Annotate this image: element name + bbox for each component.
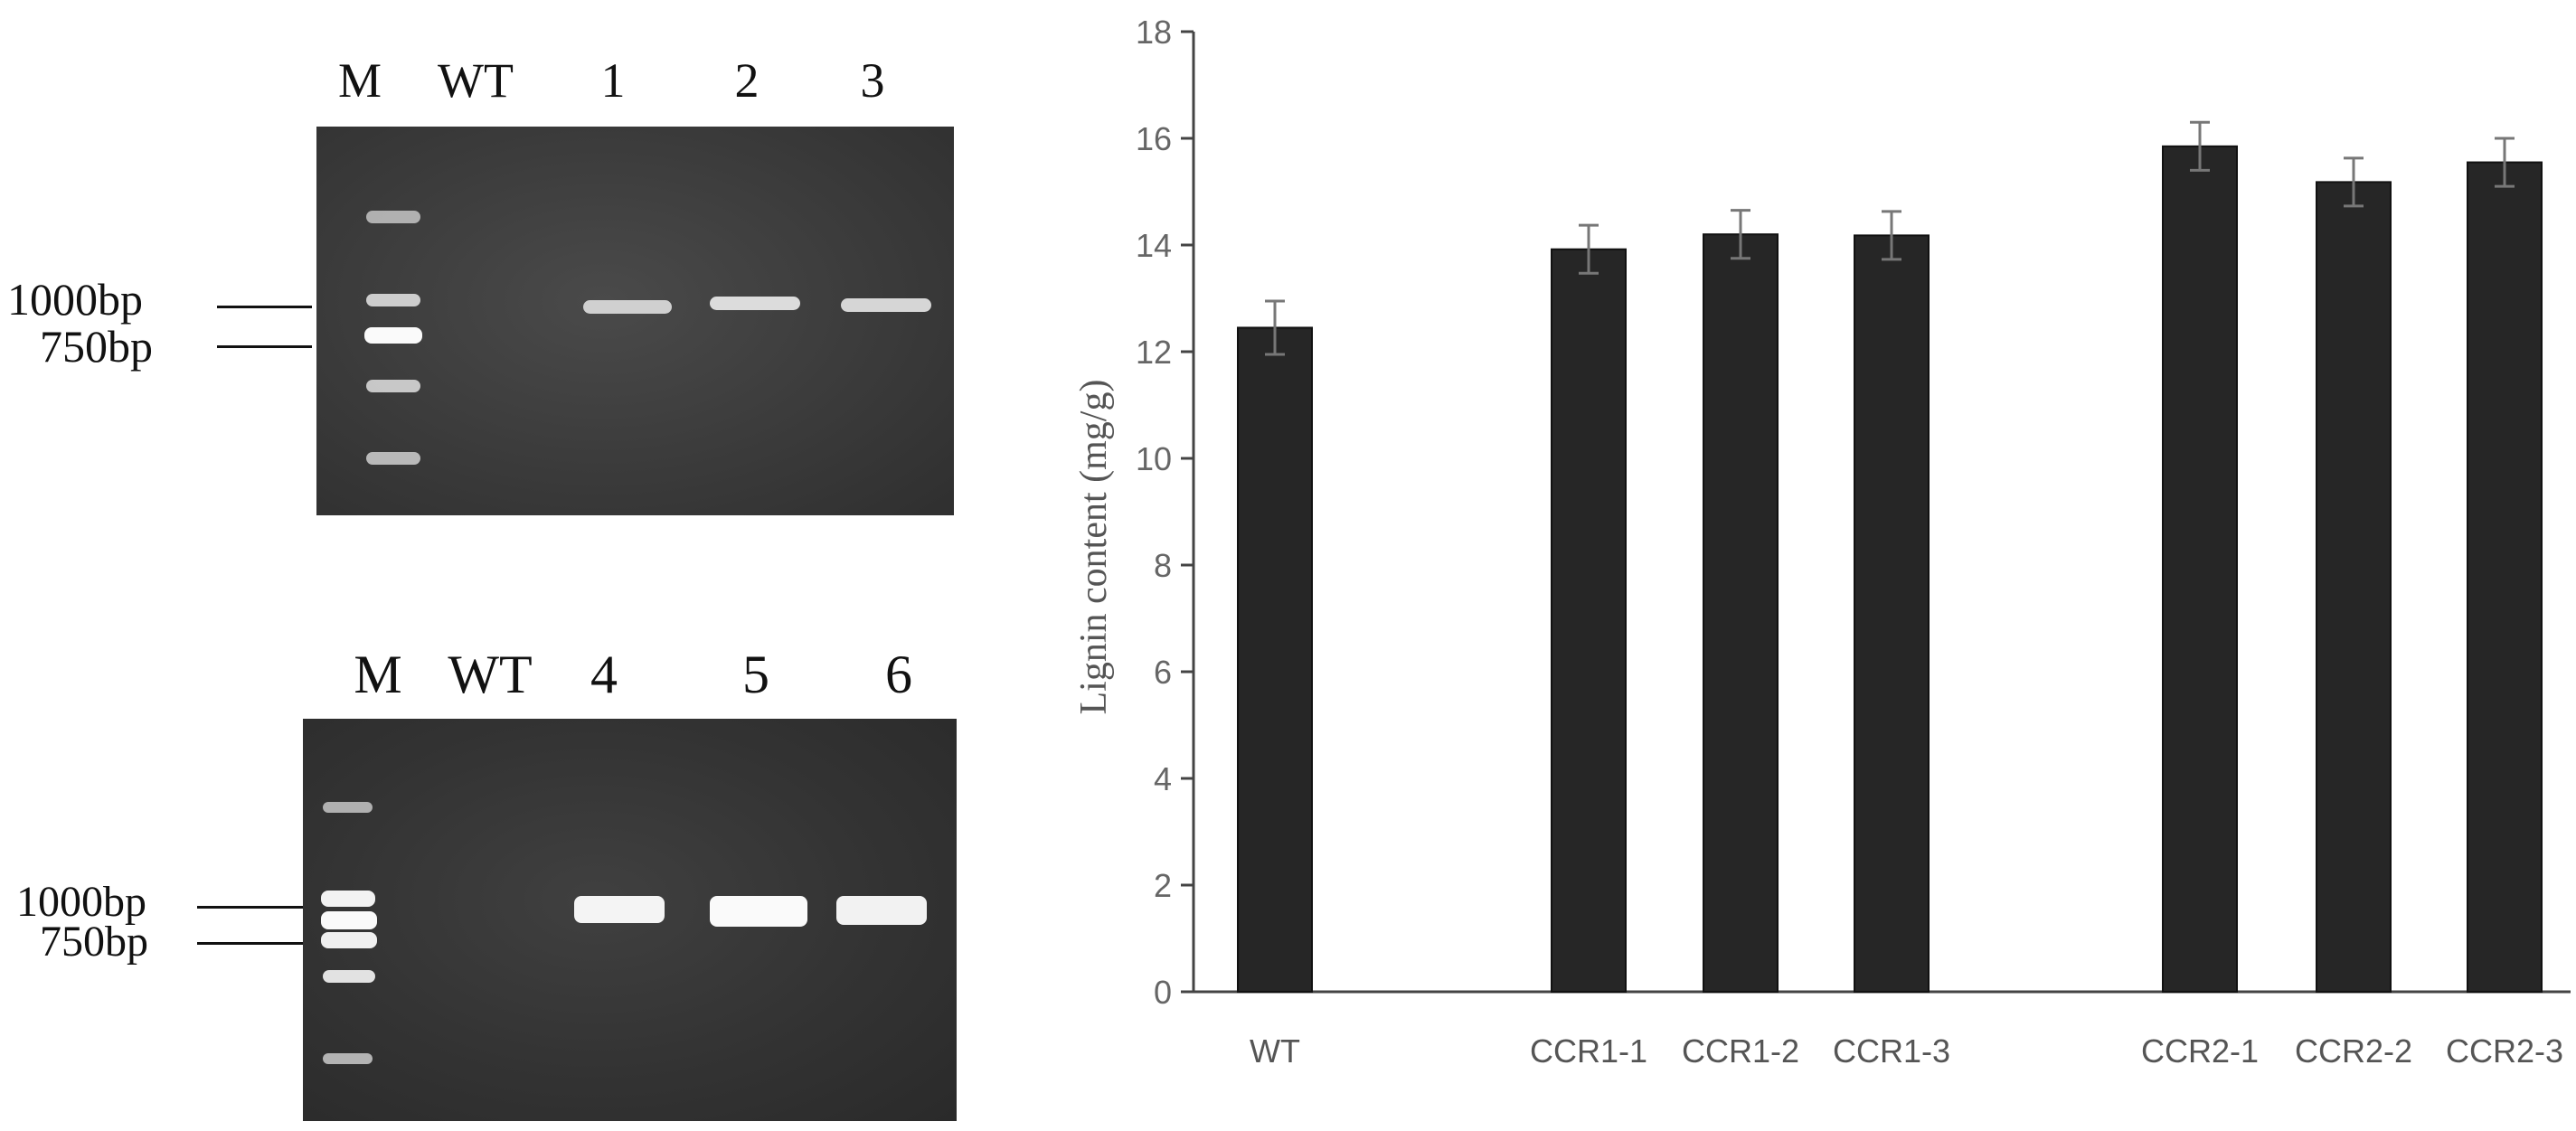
lane-label-wt: WT [448, 645, 533, 704]
gel-image-bottom: M WT 4 5 6 1000bp 750bp [0, 579, 995, 1131]
y-tick-label: 18 [1136, 14, 1172, 51]
sample-band-6 [836, 896, 927, 925]
y-tick-label: 0 [1154, 974, 1172, 1011]
marker-label-750bp: 750bp [40, 918, 148, 966]
marker-leader-750bp [197, 942, 303, 945]
y-tick-label: 2 [1154, 867, 1172, 904]
y-axis: 0 2 4 6 8 10 12 14 16 18 [1136, 14, 1195, 1011]
y-tick-label: 4 [1154, 760, 1172, 797]
ladder-band [366, 294, 420, 306]
x-tick-label: CCR1-1 [1530, 1032, 1647, 1070]
x-tick-label: CCR2-1 [2141, 1032, 2259, 1070]
ladder-band [366, 452, 420, 465]
marker-label-1000bp: 1000bp [16, 878, 146, 926]
ladder-band [366, 380, 420, 392]
marker-label-750bp: 750bp [40, 321, 153, 372]
y-tick-label: 14 [1136, 227, 1172, 264]
ladder-band [364, 327, 422, 344]
x-tick-label: WT [1250, 1032, 1300, 1070]
y-tick-label: 16 [1136, 120, 1172, 157]
ladder-band [366, 211, 420, 223]
gel-image-top: M WT 1 2 3 1000bp 750bp [0, 0, 995, 542]
lane-label-1: 1 [600, 53, 626, 108]
lane-label-wt: WT [438, 53, 514, 108]
ladder-band [321, 932, 377, 948]
sample-band-2 [710, 297, 800, 310]
bar-wt [1237, 326, 1313, 993]
marker-leader-1000bp [197, 906, 303, 909]
x-tick-label: CCR1-2 [1682, 1032, 1799, 1070]
y-tick-label: 10 [1136, 440, 1172, 477]
marker-leader-1000bp [217, 306, 312, 308]
bar-ccr2-2 [2316, 181, 2392, 993]
lane-label-2: 2 [734, 53, 760, 108]
x-tick-label: CCR2-2 [2295, 1032, 2412, 1070]
bars [1237, 120, 2543, 994]
sample-band-4 [574, 896, 665, 923]
y-tick-label: 6 [1154, 654, 1172, 691]
bar-ccr1-1 [1551, 248, 1627, 994]
lane-label-m: M [354, 645, 402, 704]
x-tick-label: CCR2-3 [2446, 1032, 2563, 1070]
marker-label-1000bp: 1000bp [7, 274, 143, 325]
y-tick-label: 8 [1154, 547, 1172, 584]
lane-label-4: 4 [590, 645, 618, 704]
ladder-band [323, 970, 375, 983]
lane-label-3: 3 [860, 53, 885, 108]
sample-band-1 [583, 300, 672, 314]
bar-ccr2-3 [2467, 161, 2543, 994]
category-labels: WT CCR1-1 CCR1-2 CCR1-3 CCR2-1 CCR2-2 CCR2-3 [1250, 1032, 2563, 1070]
lignin-bar-chart: 0 2 4 6 8 10 12 14 16 18 WT CCR1-1 CCR1-2 CCR1-3 CCR2… [1073, 14, 2571, 1070]
bar-ccr1-3 [1854, 234, 1930, 993]
bar-ccr1-2 [1703, 233, 1779, 993]
bar-ccr2-1 [2162, 145, 2238, 994]
ladder-band [321, 911, 377, 929]
ladder-band [323, 1053, 373, 1064]
sample-band-5 [710, 896, 807, 927]
lane-label-m: M [337, 53, 382, 108]
x-tick-label: CCR1-3 [1833, 1032, 1950, 1070]
gel-top [316, 127, 954, 515]
y-axis-label: Lignin content (mg/g) [1073, 380, 1115, 715]
y-tick-label: 12 [1136, 334, 1172, 371]
lane-label-5: 5 [742, 645, 769, 704]
marker-leader-750bp [217, 345, 312, 348]
sample-band-3 [841, 298, 931, 312]
ladder-band [321, 891, 375, 907]
lane-label-6: 6 [885, 645, 912, 704]
gel-bottom [303, 719, 957, 1121]
ladder-band [323, 802, 373, 813]
